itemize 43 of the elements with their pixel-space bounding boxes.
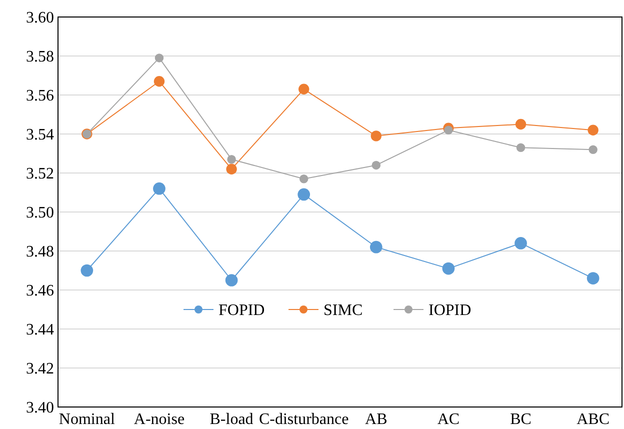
point [515,118,526,130]
x-tick-label: ABC [576,411,610,428]
point [225,274,238,286]
point [444,126,453,134]
point [227,154,236,164]
point [588,145,598,154]
x-tick-label: B-load [210,411,254,428]
point [298,84,310,94]
point [226,164,237,174]
point [299,174,308,184]
x-tick-label: BC [510,411,532,428]
point [516,143,526,152]
legend-label: IOPID [428,302,472,320]
y-tick-label: 3.48 [26,244,54,261]
point [154,54,164,62]
y-tick-label: 3.60 [26,10,54,27]
x-tick-label: A-noise [134,411,185,428]
point [442,262,455,275]
point [153,182,166,195]
y-tick-label: 3.54 [26,126,54,144]
y-tick-label: 3.56 [26,88,54,105]
point [80,264,94,277]
y-tick-label: 3.50 [26,204,54,222]
y-tick-label: 3.58 [26,48,54,66]
point [586,272,600,284]
point [370,240,382,254]
point [298,188,310,201]
y-tick-label: 3.40 [26,400,54,417]
legend-label: SIMC [324,302,363,320]
point [588,124,598,136]
x-tick-label: AC [437,411,460,428]
y-tick-label: 3.46 [26,282,54,300]
point [370,130,382,142]
y-tick-label: 3.52 [26,166,54,183]
point [154,76,165,87]
y-tick-label: 3.42 [26,360,54,378]
y-tick-label: 3.44 [26,322,54,339]
point [514,237,527,250]
legend-label: FOPID [218,302,265,320]
x-tick-label: C-disturbance [258,411,349,428]
x-tick-label: AB [365,411,388,428]
point [372,160,381,170]
x-tick-label: Nominal [58,411,116,428]
